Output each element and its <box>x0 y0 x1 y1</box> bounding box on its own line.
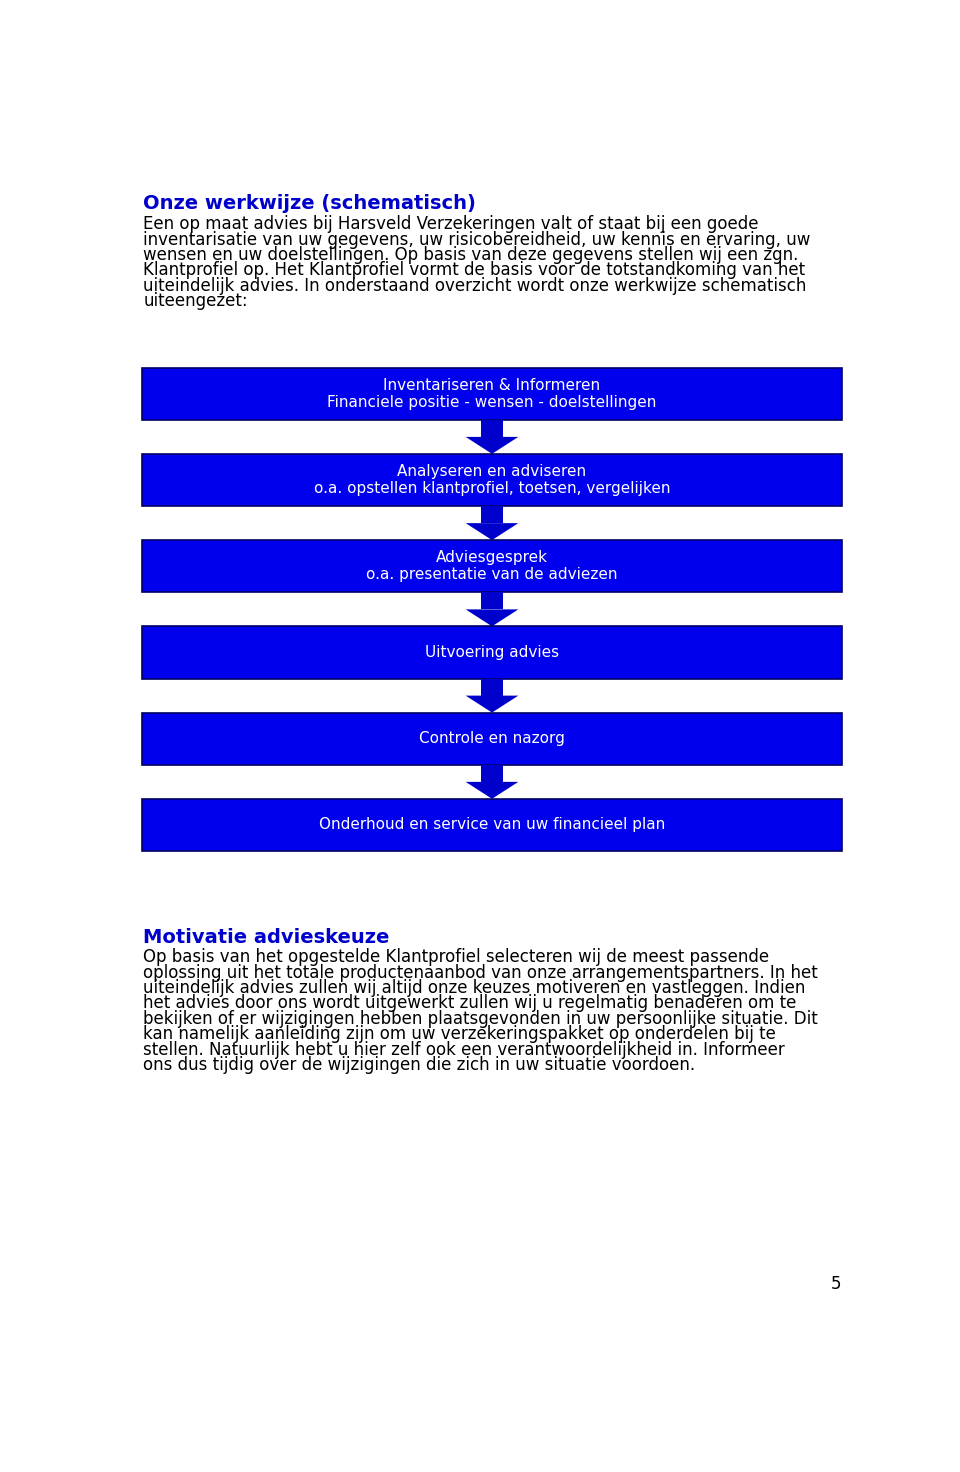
Text: uiteindelijk advies. In onderstaand overzicht wordt onze werkwijze schematisch: uiteindelijk advies. In onderstaand over… <box>143 277 806 294</box>
Text: oplossing uit het totale productenaanbod van onze arrangementspartners. In het: oplossing uit het totale productenaanbod… <box>143 964 818 982</box>
Polygon shape <box>466 696 518 712</box>
FancyBboxPatch shape <box>142 453 842 506</box>
Text: stellen. Natuurlijk hebt u hier zelf ook een verantwoordelijkheid in. Informeer: stellen. Natuurlijk hebt u hier zelf ook… <box>143 1041 785 1058</box>
Text: Financiele positie - wensen - doelstellingen: Financiele positie - wensen - doelstelli… <box>327 394 657 409</box>
Polygon shape <box>466 523 518 540</box>
Text: uiteindelijk advies zullen wij altijd onze keuzes motiveren en vastleggen. Indie: uiteindelijk advies zullen wij altijd on… <box>143 979 805 997</box>
Text: ons dus tijdig over de wijzigingen die zich in uw situatie voordoen.: ons dus tijdig over de wijzigingen die z… <box>143 1055 695 1075</box>
Text: Controle en nazorg: Controle en nazorg <box>420 732 564 746</box>
Polygon shape <box>466 782 518 799</box>
FancyBboxPatch shape <box>481 765 503 782</box>
Text: 5: 5 <box>830 1275 841 1292</box>
Text: kan namelijk aanleiding zijn om uw verzekeringspakket op onderdelen bij te: kan namelijk aanleiding zijn om uw verze… <box>143 1025 776 1044</box>
Text: het advies door ons wordt uitgewerkt zullen wij u regelmatig benaderen om te: het advies door ons wordt uitgewerkt zul… <box>143 995 797 1013</box>
FancyBboxPatch shape <box>142 540 842 592</box>
Text: o.a. presentatie van de adviezen: o.a. presentatie van de adviezen <box>367 567 617 583</box>
Text: Onze werkwijze (schematisch): Onze werkwijze (schematisch) <box>143 194 476 212</box>
FancyBboxPatch shape <box>142 626 842 679</box>
FancyBboxPatch shape <box>142 368 842 420</box>
FancyBboxPatch shape <box>142 799 842 851</box>
Text: Analyseren en adviseren: Analyseren en adviseren <box>397 464 587 478</box>
Text: Inventariseren & Informeren: Inventariseren & Informeren <box>383 378 601 393</box>
FancyBboxPatch shape <box>481 679 503 696</box>
Text: bekijken of er wijzigingen hebben plaatsgevonden in uw persoonlijke situatie. Di: bekijken of er wijzigingen hebben plaats… <box>143 1010 818 1027</box>
Text: uiteengezet:: uiteengezet: <box>143 291 248 311</box>
Text: Klantprofiel op. Het Klantprofiel vormt de basis voor de totstandkoming van het: Klantprofiel op. Het Klantprofiel vormt … <box>143 262 805 280</box>
Text: Adviesgesprek: Adviesgesprek <box>436 551 548 565</box>
FancyBboxPatch shape <box>481 506 503 523</box>
Polygon shape <box>466 437 518 453</box>
Polygon shape <box>466 609 518 626</box>
FancyBboxPatch shape <box>481 420 503 437</box>
Text: Een op maat advies bij Harsveld Verzekeringen valt of staat bij een goede: Een op maat advies bij Harsveld Verzeker… <box>143 215 758 233</box>
FancyBboxPatch shape <box>142 712 842 765</box>
Text: Uitvoering advies: Uitvoering advies <box>425 645 559 659</box>
Text: Onderhoud en service van uw financieel plan: Onderhoud en service van uw financieel p… <box>319 817 665 833</box>
Text: o.a. opstellen klantprofiel, toetsen, vergelijken: o.a. opstellen klantprofiel, toetsen, ve… <box>314 481 670 496</box>
Text: Op basis van het opgestelde Klantprofiel selecteren wij de meest passende: Op basis van het opgestelde Klantprofiel… <box>143 948 769 966</box>
FancyBboxPatch shape <box>481 592 503 609</box>
Text: inventarisatie van uw gegevens, uw risicobereidheid, uw kennis en ervaring, uw: inventarisatie van uw gegevens, uw risic… <box>143 231 810 249</box>
Text: Motivatie advieskeuze: Motivatie advieskeuze <box>143 929 390 946</box>
Text: wensen en uw doelstellingen. Op basis van deze gegevens stellen wij een zgn.: wensen en uw doelstellingen. Op basis va… <box>143 246 799 263</box>
